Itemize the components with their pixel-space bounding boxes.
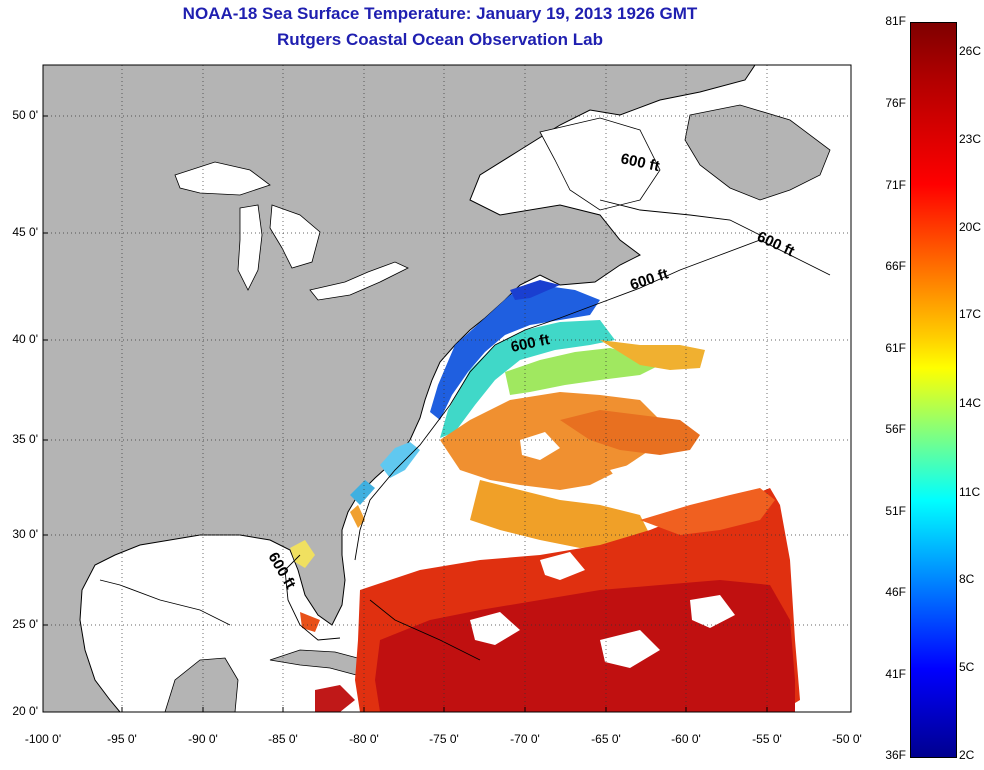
colorbar-f-label: 81F xyxy=(885,14,906,28)
lat-label-30: 30 0' xyxy=(12,527,38,541)
map-title: NOAA-18 Sea Surface Temperature: January… xyxy=(182,4,698,23)
map-border xyxy=(42,64,852,713)
colorbar-c-label: 5C xyxy=(959,660,975,674)
lon-label-100: -100 0' xyxy=(24,732,62,746)
land-mass xyxy=(43,65,756,712)
sst-data-layer xyxy=(290,280,800,712)
lake-superior xyxy=(174,161,271,196)
lon-label-95: -95 0' xyxy=(107,732,137,746)
colorbar-c-label: 26C xyxy=(959,44,982,58)
lon-label-70: -70 0' xyxy=(510,732,540,746)
lat-label-50: 50 0' xyxy=(12,108,38,122)
lon-label-60: -60 0' xyxy=(671,732,701,746)
yucatan xyxy=(164,657,239,712)
temperature-colorbar xyxy=(910,22,957,758)
lat-label-20: 20 0' xyxy=(12,704,38,718)
colorbar-f-label: 61F xyxy=(885,341,906,355)
colorbar-c-label: 20C xyxy=(959,220,982,234)
colorbar-f-label: 76F xyxy=(885,96,906,110)
colorbar-f-label: 41F xyxy=(885,667,906,681)
colorbar-c-label: 17C xyxy=(959,307,982,321)
lon-label-55: -55 0' xyxy=(752,732,782,746)
lon-label-90: -90 0' xyxy=(188,732,218,746)
lon-label-80: -80 0' xyxy=(349,732,379,746)
lat-label-40: 40 0' xyxy=(12,332,38,346)
lat-label-25: 25 0' xyxy=(12,617,38,631)
colorbar-c-label: 11C xyxy=(959,485,981,499)
newfoundland xyxy=(684,104,831,201)
colorbar-c-label: 23C xyxy=(959,132,982,146)
lake-michigan xyxy=(237,204,263,291)
colorbar-c-label: 2C xyxy=(959,748,975,762)
colorbar-f-label: 51F xyxy=(885,504,906,518)
colorbar-f-label: 66F xyxy=(885,259,906,273)
depth-contours xyxy=(99,199,831,661)
colorbar-c-label: 14C xyxy=(959,396,982,410)
colorbar-f-label: 71F xyxy=(885,178,906,192)
lon-label-65: -65 0' xyxy=(591,732,621,746)
lon-label-85: -85 0' xyxy=(268,732,298,746)
colorbar-c-label: 8C xyxy=(959,572,975,586)
lake-huron xyxy=(269,204,321,269)
lake-erie-ontario xyxy=(309,261,409,301)
gulf-of-st-lawrence xyxy=(539,117,661,211)
lat-label-45: 45 0' xyxy=(12,225,38,239)
colorbar-f-label: 36F xyxy=(885,748,906,762)
lon-label-50: -50 0' xyxy=(832,732,862,746)
map-subtitle: Rutgers Coastal Ocean Observation Lab xyxy=(277,30,603,49)
colorbar-f-label: 56F xyxy=(885,422,906,436)
graticule xyxy=(43,65,851,712)
colorbar-f-label: 46F xyxy=(885,585,906,599)
axis-ticks xyxy=(43,115,768,712)
lon-label-75: -75 0' xyxy=(429,732,459,746)
lat-label-35: 35 0' xyxy=(12,432,38,446)
